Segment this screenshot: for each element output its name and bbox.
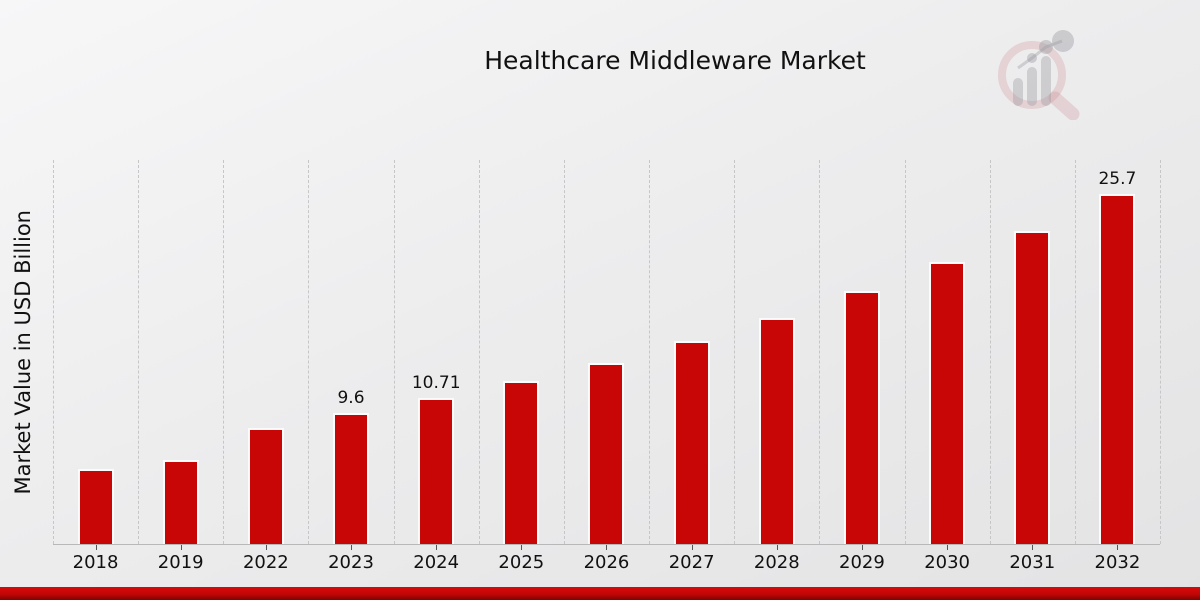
category-gridline	[649, 160, 651, 544]
category-slot: 2028	[734, 160, 819, 573]
bar-2030	[929, 262, 966, 544]
category-gridline	[138, 160, 140, 544]
category-slot: 2030	[905, 160, 990, 573]
bar-2028	[758, 318, 795, 544]
x-axis-label-2032: 2032	[1094, 552, 1141, 573]
x-axis-tick	[947, 545, 949, 550]
bottom-red-band	[0, 587, 1200, 600]
x-axis-label-2029: 2029	[839, 552, 885, 573]
category-gridline	[989, 160, 991, 544]
x-axis-tick	[861, 545, 863, 550]
market-research-logo-watermark	[998, 30, 1080, 120]
x-axis-tick	[95, 545, 97, 550]
x-axis-label-2024: 2024	[413, 552, 460, 573]
x-axis-label-2022: 2022	[242, 552, 289, 573]
category-slot: 2018	[53, 160, 138, 573]
category-slot: 2019	[138, 160, 223, 573]
plot-area: 2018 2019 2022 9.6 2023 10.71 2024 2025 2026 2027…	[53, 160, 1161, 573]
category-slot: 25.7 2032	[1075, 160, 1160, 573]
y-axis-label-container: Market Value in USD Billion	[6, 160, 40, 545]
category-gridline	[1074, 160, 1076, 544]
bar-2029	[843, 291, 880, 544]
category-gridline	[478, 160, 480, 544]
bar-value-label: 25.7	[1098, 169, 1137, 190]
x-axis-tick	[180, 545, 182, 550]
x-axis-tick	[606, 545, 608, 550]
category-gridline	[819, 160, 821, 544]
x-axis-label-2023: 2023	[328, 552, 374, 573]
category-slot: 9.6 2023	[308, 160, 393, 573]
magnifier-bar-chart-icon	[998, 30, 1080, 120]
x-axis-tick	[521, 545, 523, 550]
category-gridline	[308, 160, 310, 544]
x-axis-label-2028: 2028	[753, 552, 800, 573]
x-axis-tick	[776, 545, 778, 550]
category-slot: 2029	[819, 160, 904, 573]
bar-value-label: 9.6	[337, 388, 365, 409]
category-gridline	[223, 160, 225, 544]
x-axis-label-2027: 2027	[668, 552, 715, 573]
y-axis-label: Market Value in USD Billion	[11, 210, 35, 495]
bar-2019	[162, 459, 199, 544]
category-slot: 2022	[223, 160, 308, 573]
category-gridline	[734, 160, 736, 544]
x-axis-tick	[265, 545, 267, 550]
bar-2023	[333, 413, 370, 544]
x-axis-label-2031: 2031	[1009, 552, 1056, 573]
category-gridline	[1160, 160, 1161, 544]
category-gridline	[904, 160, 906, 544]
bar-2031	[1014, 231, 1051, 544]
x-axis-tick	[351, 545, 353, 550]
x-axis-label-2026: 2026	[583, 552, 630, 573]
bar-2026	[588, 363, 625, 544]
bar-2022	[247, 428, 284, 544]
x-axis-label-2018: 2018	[72, 552, 119, 573]
bar-2018	[77, 469, 114, 544]
category-gridline	[563, 160, 565, 544]
y-axis-line	[53, 160, 54, 544]
x-axis-tick	[436, 545, 438, 550]
bar-2025	[503, 380, 540, 544]
category-slot: 2027	[649, 160, 734, 573]
category-slot: 10.71 2024	[394, 160, 479, 573]
category-slot: 2025	[479, 160, 564, 573]
x-axis-label-2019: 2019	[157, 552, 204, 573]
x-axis-tick	[691, 545, 693, 550]
bar-2024	[418, 398, 455, 544]
category-slot: 2026	[564, 160, 649, 573]
x-axis-label-2030: 2030	[924, 552, 970, 573]
category-slot: 2031	[990, 160, 1075, 573]
bar-2032	[1099, 194, 1136, 544]
bar-2027	[673, 341, 710, 544]
x-axis-tick	[1117, 545, 1119, 550]
x-axis-label-2025: 2025	[498, 552, 545, 573]
category-gridline	[393, 160, 395, 544]
bar-value-label: 10.71	[411, 373, 461, 394]
x-axis-tick	[1032, 545, 1034, 550]
chart-title: Healthcare Middleware Market	[484, 46, 866, 75]
